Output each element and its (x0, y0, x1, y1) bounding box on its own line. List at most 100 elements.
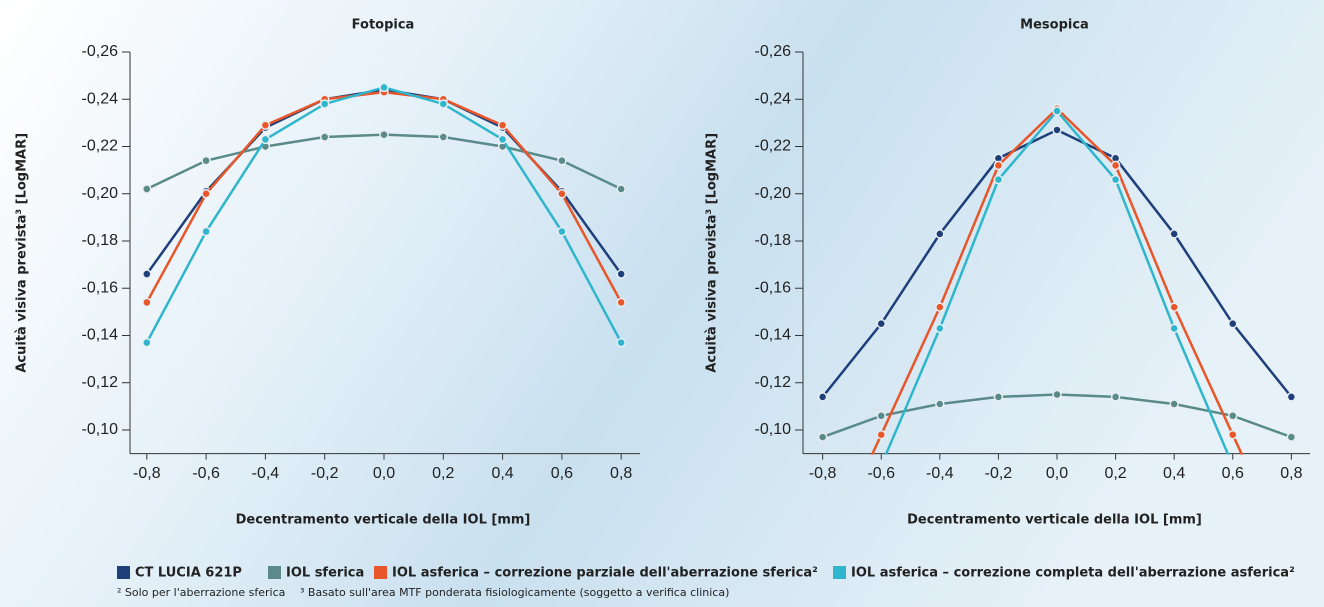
x-tick-label: 0,6 (1222, 465, 1244, 482)
data-point (1286, 432, 1297, 442)
data-point (557, 188, 567, 199)
data-point (876, 429, 886, 440)
x-tick-label: -0,6 (192, 465, 220, 482)
x-tick-label: -0,2 (311, 465, 339, 482)
data-point (1169, 399, 1179, 409)
plot-area (817, 103, 1297, 455)
x-tick-label: -0,4 (252, 465, 280, 482)
legend-swatch (268, 566, 281, 579)
data-point (876, 318, 886, 329)
data-point (993, 160, 1004, 171)
data-point (935, 399, 945, 409)
y-tick-label: -0,24 (755, 90, 792, 107)
data-point (1286, 392, 1297, 402)
y-tick-label: -0,20 (755, 185, 792, 202)
x-tick-label: -0,4 (926, 465, 954, 482)
data-point (379, 129, 389, 140)
y-axis-label: Acuità visiva prevista³ [LogMAR] (15, 133, 30, 373)
data-point (142, 297, 152, 308)
data-point (201, 226, 211, 237)
data-point (616, 337, 626, 348)
x-tick-label: 0,0 (373, 465, 395, 482)
data-point (557, 226, 567, 237)
data-point (1052, 389, 1062, 400)
data-point (557, 155, 567, 166)
data-point (142, 337, 152, 348)
data-point (1228, 318, 1238, 329)
data-point (935, 302, 945, 312)
data-point (616, 184, 626, 194)
y-tick-label: -0,16 (82, 279, 119, 296)
footnote: ³ Basato sull'area MTF ponderata fisiolo… (300, 586, 729, 599)
data-point (817, 392, 828, 402)
x-tick-label: 0,8 (1280, 465, 1302, 482)
y-tick-label: -0,10 (755, 421, 792, 438)
y-tick-label: -0,16 (755, 279, 792, 296)
data-point (319, 132, 330, 142)
data-point (1228, 429, 1238, 440)
x-tick-label: 0,2 (432, 465, 454, 482)
x-tick-label: -0,6 (867, 465, 895, 482)
data-point (497, 134, 508, 145)
legend-swatch (374, 566, 387, 579)
legend-swatch (833, 566, 846, 579)
data-point (497, 120, 508, 130)
data-point (438, 132, 449, 142)
data-point (993, 392, 1004, 402)
y-tick-label: -0,10 (82, 421, 119, 438)
y-tick-label: -0,12 (82, 374, 119, 391)
x-tick-label: -0,8 (809, 465, 837, 482)
data-point (201, 155, 211, 166)
data-point (935, 323, 945, 334)
data-point (438, 99, 449, 109)
legend-label: IOL asferica – correzione parziale dell'… (392, 566, 818, 581)
legend-label: CT LUCIA 621P (135, 566, 242, 581)
data-point (1169, 229, 1179, 239)
x-axis-label: Decentramento verticale della IOL [mm] (907, 513, 1202, 528)
data-point (260, 120, 271, 130)
data-point (1110, 392, 1121, 402)
y-tick-label: -0,24 (82, 90, 119, 107)
data-point (1228, 411, 1238, 421)
data-point (1169, 302, 1179, 312)
x-tick-label: 0,4 (491, 465, 513, 482)
x-tick-label: -0,2 (985, 465, 1013, 482)
x-axis-label: Decentramento verticale della IOL [mm] (236, 513, 531, 528)
data-point (142, 269, 152, 279)
y-tick-label: -0,22 (755, 138, 792, 155)
y-tick-label: -0,26 (755, 43, 792, 60)
x-tick-label: 0,4 (1163, 465, 1185, 482)
data-point (616, 269, 626, 279)
data-point (201, 188, 211, 199)
y-tick-label: -0,22 (82, 138, 119, 155)
y-tick-label: -0,14 (755, 327, 792, 344)
y-tick-label: -0,20 (82, 185, 119, 202)
plot-area (142, 82, 626, 348)
data-point (1052, 106, 1062, 116)
x-tick-label: 0,2 (1104, 465, 1126, 482)
data-point (1110, 160, 1121, 171)
y-tick-label: -0,14 (82, 327, 119, 344)
data-point (817, 432, 828, 442)
y-tick-label: -0,18 (82, 232, 119, 249)
data-point (616, 297, 626, 308)
data-point (260, 134, 271, 145)
y-tick-label: -0,18 (755, 232, 792, 249)
y-tick-label: -0,26 (82, 43, 119, 60)
data-point (142, 184, 152, 194)
x-tick-label: -0,8 (133, 465, 161, 482)
chart-title: Mesopica (1020, 18, 1089, 33)
legend-label: IOL asferica – correzione completa dell'… (851, 566, 1295, 581)
data-point (319, 99, 330, 109)
legend-swatch (117, 566, 130, 579)
y-axis-label: Acuità visiva prevista³ [LogMAR] (705, 133, 720, 373)
data-point (379, 82, 389, 93)
data-point (876, 411, 886, 421)
data-point (1110, 174, 1121, 185)
x-tick-label: 0,6 (551, 465, 573, 482)
x-tick-label: 0,8 (610, 465, 632, 482)
data-point (935, 229, 945, 239)
footnote: ² Solo per l'aberrazione sferica (117, 586, 285, 599)
